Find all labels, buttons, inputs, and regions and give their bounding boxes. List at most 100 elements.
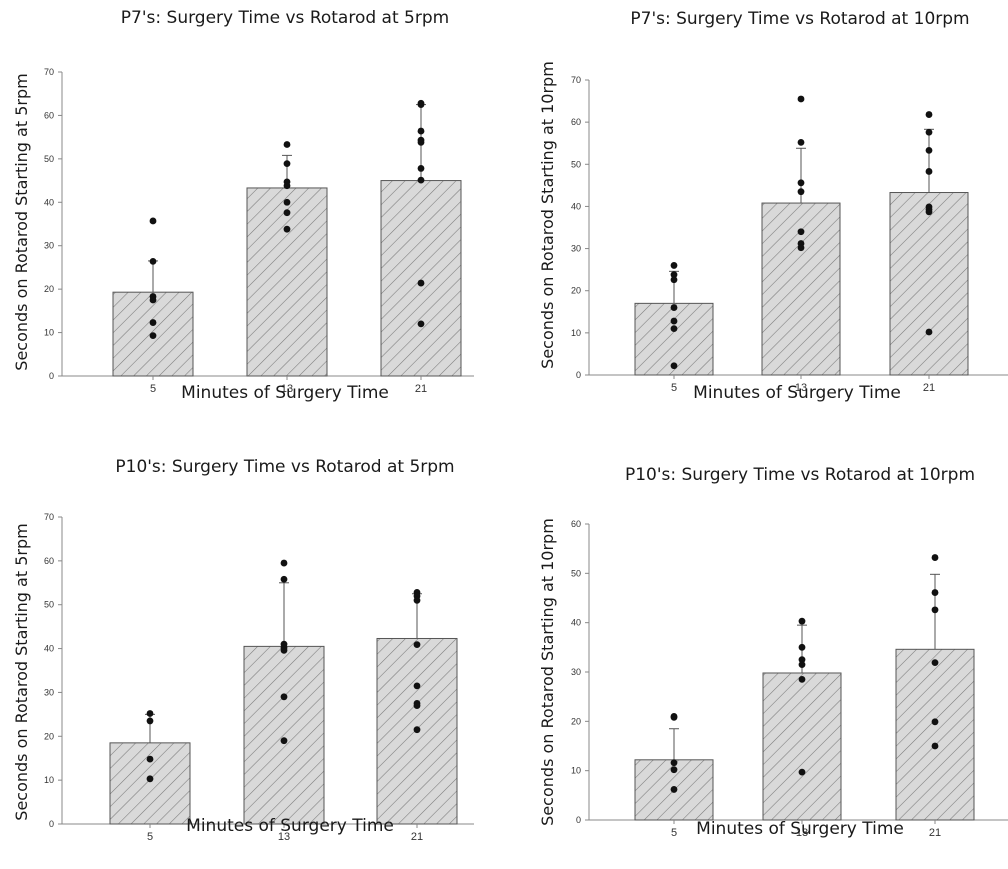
data-point (146, 775, 154, 783)
data-point (149, 319, 157, 326)
chart-title: P7's: Surgery Time vs Rotarod at 5rpm (121, 8, 449, 28)
data-point (417, 176, 425, 184)
y-axis-title: Seconds on Rotarod Starting at 10rpm (538, 518, 557, 826)
y-tick-label: 0 (576, 370, 581, 380)
data-point (925, 208, 933, 216)
data-point (149, 296, 157, 304)
y-tick-label: 0 (49, 371, 54, 381)
data-point (798, 656, 806, 664)
data-point (417, 127, 425, 135)
x-tick-label: 21 (923, 382, 935, 394)
x-tick-label: 13 (278, 831, 290, 843)
bar (762, 672, 842, 821)
data-point (931, 589, 939, 596)
x-axis-title: Minutes of Surgery Time (186, 816, 394, 836)
data-point (146, 755, 154, 763)
y-tick-label: 10 (44, 328, 54, 338)
data-point (797, 244, 805, 252)
data-point (283, 225, 291, 233)
y-tick-label: 20 (44, 284, 54, 294)
y-tick-label: 10 (571, 328, 581, 338)
data-point (413, 641, 421, 649)
y-tick-label: 70 (571, 75, 581, 85)
y-tick-label: 30 (44, 241, 54, 251)
data-point (670, 317, 678, 325)
data-point (797, 179, 805, 187)
y-tick-label: 50 (571, 159, 581, 169)
data-point (283, 141, 291, 148)
data-point (417, 279, 425, 287)
data-point (797, 95, 805, 103)
y-tick-label: 40 (571, 618, 581, 628)
bar (246, 187, 328, 377)
chart-panel: P10's: Surgery Time vs Rotarod at 5rpm 0 1… (12, 457, 474, 843)
data-point (149, 257, 157, 265)
data-point (798, 676, 806, 683)
x-tick-label: 21 (415, 383, 427, 395)
y-tick-label: 60 (571, 519, 581, 529)
y-tick-label: 70 (44, 512, 54, 522)
data-point (931, 606, 939, 614)
y-tick-label: 0 (576, 815, 581, 825)
data-point (798, 643, 806, 651)
data-point (931, 718, 939, 726)
y-tick-label: 60 (44, 110, 54, 120)
y-tick-label: 40 (571, 201, 581, 211)
x-axis-title: Minutes of Surgery Time (181, 383, 389, 403)
y-tick-label: 50 (571, 568, 581, 578)
data-point (670, 271, 678, 279)
x-tick-label: 13 (795, 382, 807, 394)
data-point (417, 138, 425, 146)
x-tick-label: 13 (281, 383, 293, 395)
bar (243, 645, 325, 825)
x-tick-label: 21 (929, 827, 941, 839)
y-tick-label: 40 (44, 197, 54, 207)
x-axis-title: Minutes of Surgery Time (696, 819, 904, 839)
data-point (280, 559, 288, 567)
data-point (670, 304, 678, 311)
y-tick-label: 50 (44, 600, 54, 610)
x-axis-title: Minutes of Surgery Time (693, 383, 901, 403)
y-tick-label: 30 (571, 667, 581, 677)
data-point (670, 786, 678, 793)
bar (889, 192, 969, 376)
x-tick-label: 21 (411, 831, 423, 843)
data-point (149, 332, 157, 340)
data-point (149, 217, 157, 225)
x-tick-label: 5 (147, 831, 153, 843)
data-point (670, 262, 678, 269)
data-point (280, 646, 288, 654)
data-point (670, 713, 678, 721)
chart-title: P10's: Surgery Time vs Rotarod at 5rpm (115, 457, 454, 477)
y-tick-label: 60 (44, 556, 54, 566)
data-point (417, 320, 425, 328)
y-tick-label: 60 (571, 117, 581, 127)
data-point (925, 168, 933, 175)
data-point (798, 768, 806, 776)
data-point (283, 198, 291, 206)
bar (380, 180, 462, 377)
bar (109, 742, 191, 825)
data-point (413, 682, 421, 690)
y-axis-title: Seconds on Rotarod Starting at 5rpm (12, 523, 31, 820)
x-tick-label: 13 (796, 827, 808, 839)
x-tick-label: 5 (671, 827, 677, 839)
data-point (670, 766, 678, 774)
data-point (413, 596, 421, 604)
y-tick-label: 20 (44, 731, 54, 741)
y-tick-label: 40 (44, 644, 54, 654)
data-point (146, 710, 154, 717)
y-axis-title: Seconds on Rotarod Starting at 10rpm (538, 61, 557, 369)
chart-panel: P7's: Surgery Time vs Rotarod at 5rpm 0 10… (12, 8, 474, 403)
data-point (670, 276, 678, 284)
bar (895, 648, 975, 821)
data-point (280, 693, 288, 701)
data-point (417, 165, 425, 172)
data-point (798, 617, 806, 625)
data-point (670, 362, 678, 370)
chart-title: P7's: Surgery Time vs Rotarod at 10rpm (630, 9, 969, 29)
data-point (417, 101, 425, 108)
data-point (925, 328, 933, 336)
data-point (283, 160, 291, 168)
